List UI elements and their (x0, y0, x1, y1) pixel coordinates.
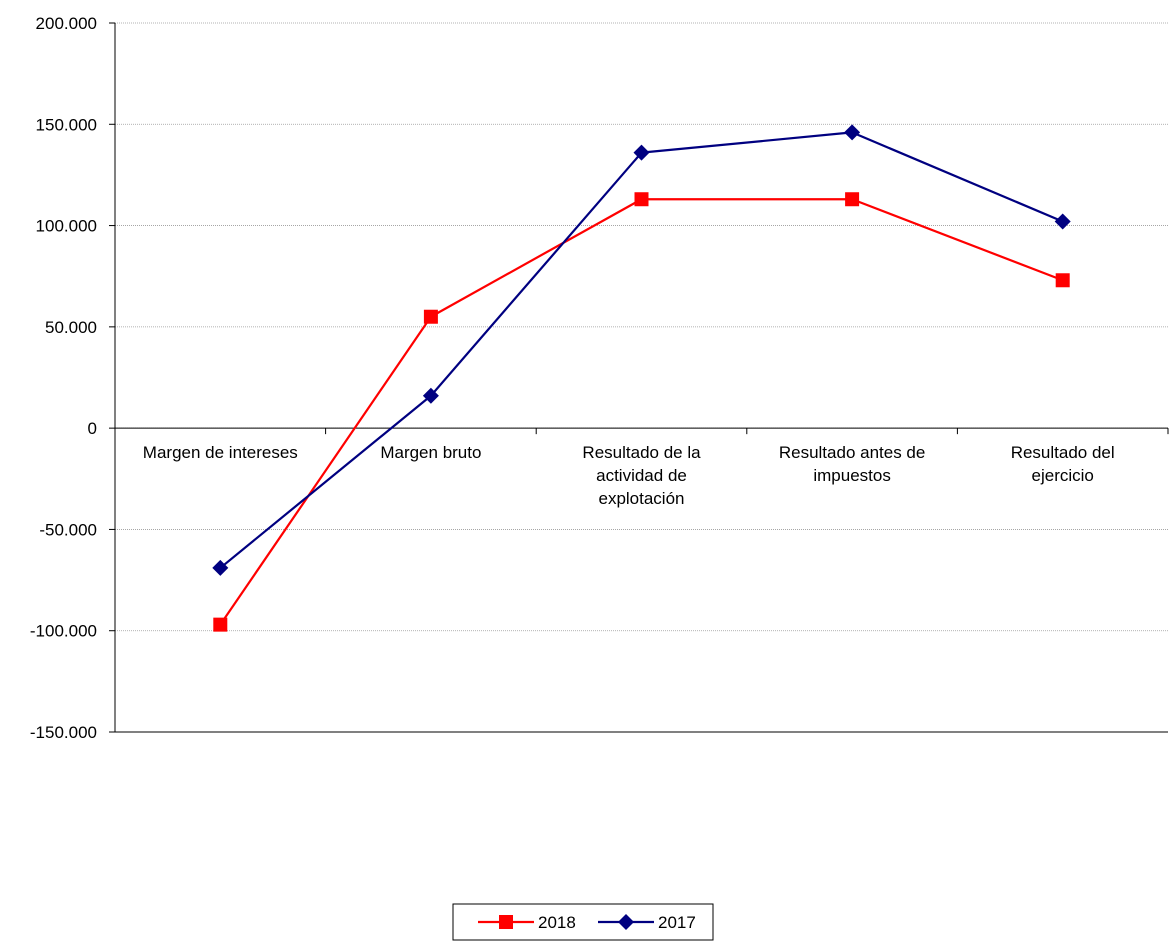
legend-label: 2018 (538, 913, 576, 932)
y-tick-label: 100.000 (36, 217, 97, 236)
legend: 2018 2017 (452, 903, 714, 941)
data-point-2017 (1054, 213, 1071, 230)
y-tick-label: 200.000 (36, 14, 97, 33)
series-2017 (212, 124, 1071, 576)
tick-labels: -150.000 -100.000 -50.000 0 50.000 100.000 150… (30, 14, 1115, 742)
data-point-2018 (423, 309, 438, 324)
x-tick-label-line: Margen bruto (380, 443, 481, 462)
x-tick-label: Margen de intereses (143, 443, 298, 462)
x-tick-label-line: explotación (598, 489, 684, 508)
x-tick-label: Margen bruto (380, 443, 481, 462)
y-tick-label: 150.000 (36, 115, 97, 134)
data-point-2018 (213, 617, 228, 632)
y-tick-label: -150.000 (30, 723, 97, 742)
data-point-2018 (634, 192, 649, 207)
data-point-2017 (633, 144, 650, 161)
y-tick-label: 50.000 (45, 318, 97, 337)
x-tick-label-line: actividad de (596, 466, 687, 485)
series-2018 (213, 192, 1070, 632)
gridlines (115, 22, 1168, 632)
data-point-2018 (845, 192, 860, 207)
axes (109, 22, 1169, 733)
x-tick-label: Resultado antes de impuestos (779, 443, 926, 485)
x-tick-label-line: impuestos (813, 466, 890, 485)
data-point-2018 (1055, 273, 1070, 288)
legend-marker (499, 915, 513, 929)
data-point-2017 (422, 387, 439, 404)
legend-marker (618, 914, 634, 930)
x-tick-label-line: Resultado del (1011, 443, 1115, 462)
data-point-2017 (212, 559, 229, 576)
x-tick-label-line: Resultado de la (582, 443, 701, 462)
x-tick-label-line: Margen de intereses (143, 443, 298, 462)
x-tick-label-line: ejercicio (1032, 466, 1094, 485)
y-tick-label: 0 (88, 419, 97, 438)
legend-entry-2018: 2018 (478, 913, 576, 932)
y-tick-label: -50.000 (39, 520, 97, 539)
data-point-2017 (844, 124, 861, 141)
x-tick-label: Resultado del ejercicio (1011, 443, 1115, 485)
series-group (212, 124, 1071, 632)
x-tick-label: Resultado de la actividad de explotación (582, 443, 701, 508)
series-line-2018 (219, 198, 1064, 626)
y-tick-label: -100.000 (30, 622, 97, 641)
legend-entry-2017: 2017 (598, 913, 696, 932)
x-tick-label-line: Resultado antes de (779, 443, 926, 462)
legend-label: 2017 (658, 913, 696, 932)
